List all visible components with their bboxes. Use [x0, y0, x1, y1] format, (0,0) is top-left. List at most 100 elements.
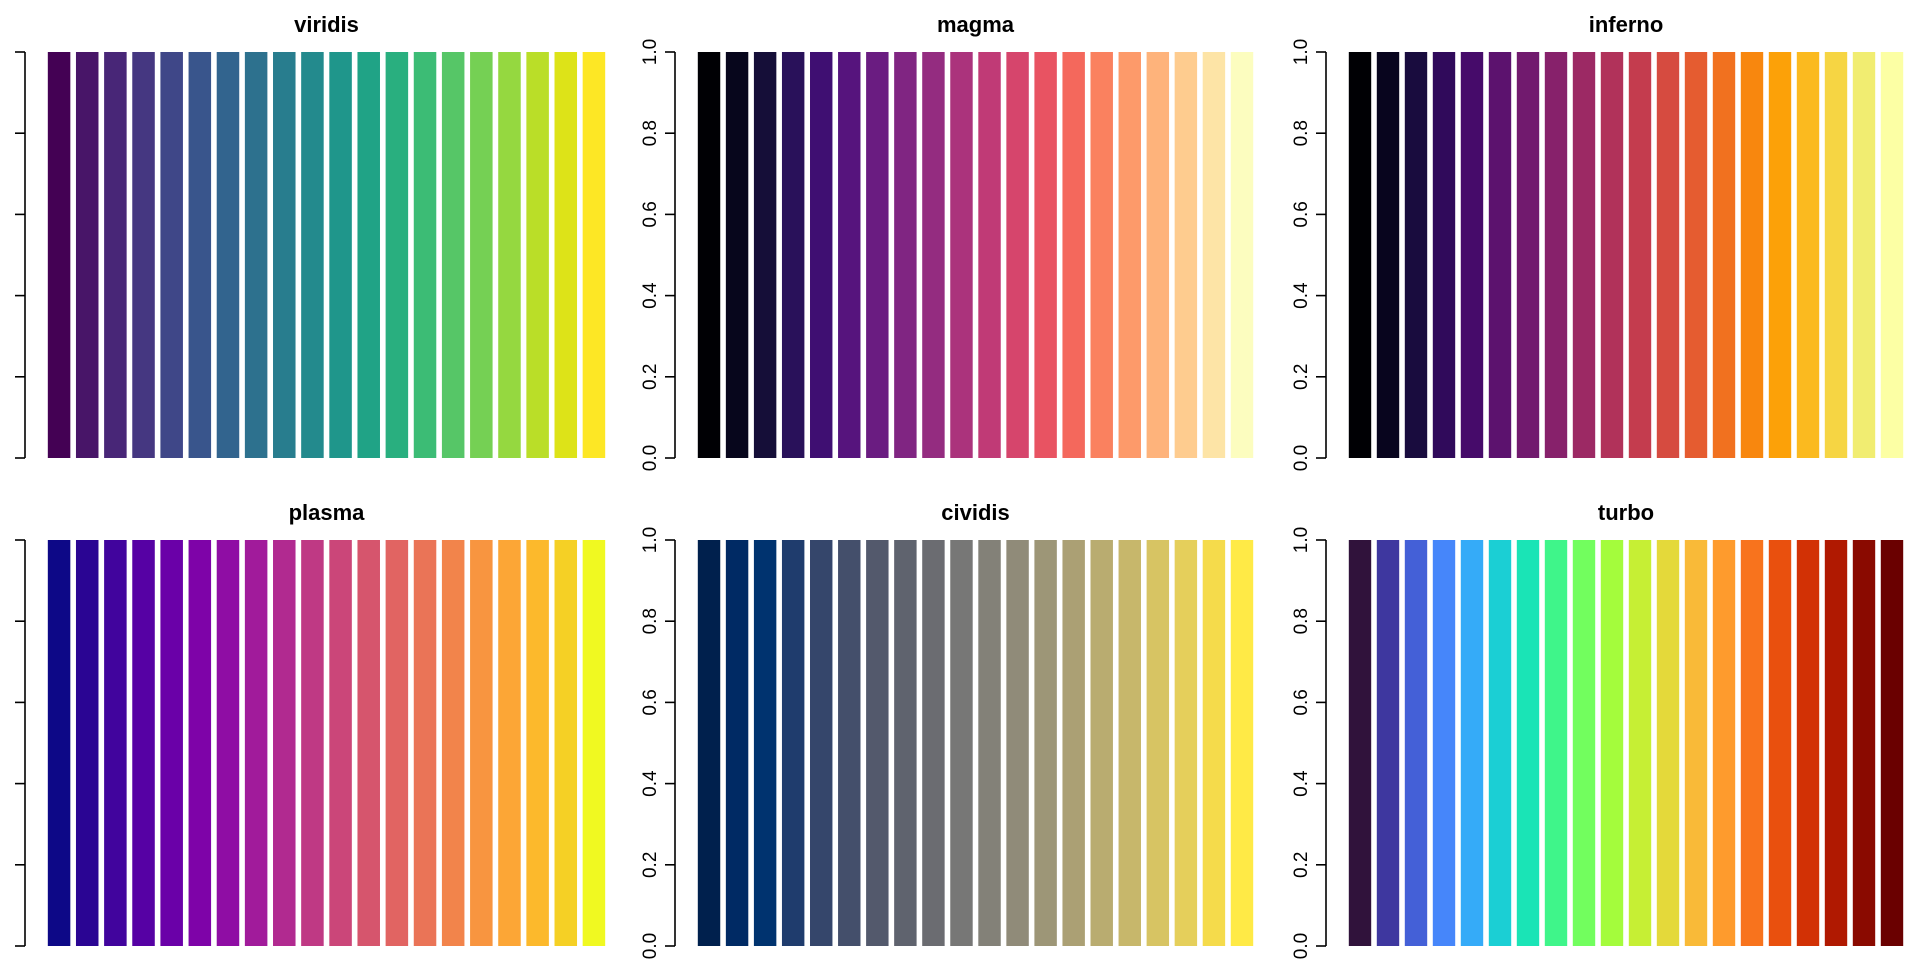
- bar: [1656, 540, 1680, 946]
- chart-title: magma: [937, 12, 1015, 37]
- bar: [1460, 52, 1484, 458]
- bar: [413, 540, 437, 946]
- bar: [301, 52, 324, 458]
- bar: [188, 52, 212, 458]
- bar: [753, 52, 777, 458]
- y-tick-label: 0.8: [640, 608, 661, 634]
- bar: [950, 52, 973, 458]
- bar: [1034, 540, 1057, 946]
- bar: [1712, 52, 1736, 458]
- bar: [47, 52, 71, 458]
- panel: inferno 0.0 0.2 0.4 0.6 0.8 1.0: [1291, 12, 1904, 471]
- bar: [1684, 52, 1708, 458]
- bar: [838, 540, 861, 946]
- bar: [725, 52, 749, 458]
- y-tick-label: 0.6: [1291, 201, 1312, 227]
- y-tick-label: 0.8: [1291, 120, 1312, 146]
- bar: [1062, 52, 1085, 458]
- bar: [1572, 540, 1596, 946]
- bar: [1348, 52, 1372, 458]
- bar: [1824, 540, 1848, 946]
- bar: [357, 52, 380, 458]
- panel: magma 0.0 0.2 0.4 0.6 0.8 1.0: [640, 12, 1254, 471]
- chart-title: turbo: [1598, 500, 1654, 525]
- y-tick-label: 0.0: [1291, 445, 1312, 471]
- bar: [1600, 540, 1624, 946]
- bar: [526, 52, 549, 458]
- bar: [1146, 540, 1170, 946]
- panel: viridis: [15, 12, 606, 459]
- bar: [1684, 540, 1708, 946]
- bar: [75, 52, 99, 458]
- bar: [554, 52, 578, 458]
- bar: [1174, 540, 1198, 946]
- bar: [1852, 52, 1876, 458]
- bar: [1488, 52, 1512, 458]
- bar: [1118, 52, 1141, 458]
- bar: [244, 540, 268, 946]
- bar: [526, 540, 549, 946]
- y-tick-label: 0.6: [640, 201, 661, 227]
- chart-title: viridis: [294, 12, 359, 37]
- bar: [1852, 540, 1876, 946]
- bar: [301, 540, 324, 946]
- bar: [104, 540, 127, 946]
- y-tick-label: 0.2: [640, 852, 661, 878]
- bar: [385, 52, 409, 458]
- bar: [329, 52, 352, 458]
- bar: [273, 52, 296, 458]
- bar: [1712, 540, 1736, 946]
- bar: [1230, 52, 1254, 458]
- bar: [1230, 540, 1254, 946]
- y-tick-label: 0.4: [1291, 282, 1312, 309]
- bar: [1006, 52, 1029, 458]
- bar: [810, 540, 833, 946]
- y-tick-label: 0.0: [1291, 933, 1312, 959]
- bar: [1090, 540, 1113, 946]
- bar: [1118, 540, 1141, 946]
- y-tick-label: 0.0: [640, 445, 661, 471]
- bar: [1824, 52, 1848, 458]
- bar: [160, 52, 183, 458]
- bar: [1348, 540, 1372, 946]
- y-tick-label: 0.4: [640, 770, 661, 797]
- bar: [413, 52, 437, 458]
- bar: [866, 540, 889, 946]
- bar: [104, 52, 127, 458]
- bar: [838, 52, 861, 458]
- bar: [329, 540, 352, 946]
- bar: [1516, 52, 1540, 458]
- bar: [781, 540, 805, 946]
- chart-title: inferno: [1589, 12, 1664, 37]
- bar: [498, 52, 521, 458]
- bar: [697, 52, 721, 458]
- bar: [582, 540, 606, 946]
- y-tick-label: 0.8: [1291, 608, 1312, 634]
- y-tick-label: 0.2: [1291, 852, 1312, 878]
- bar: [1600, 52, 1624, 458]
- y-tick-label: 0.6: [640, 689, 661, 715]
- bar: [1404, 540, 1428, 946]
- bar: [216, 540, 240, 946]
- bar: [1146, 52, 1170, 458]
- y-tick-label: 0.0: [640, 933, 661, 959]
- bar: [1034, 52, 1057, 458]
- bar: [1006, 540, 1029, 946]
- bar: [978, 540, 1001, 946]
- bar: [75, 540, 99, 946]
- bar: [582, 52, 606, 458]
- bar: [1090, 52, 1113, 458]
- bar: [753, 540, 777, 946]
- bar: [950, 540, 973, 946]
- y-tick-label: 0.8: [640, 120, 661, 146]
- bar: [498, 540, 521, 946]
- chart-title: plasma: [289, 500, 366, 525]
- y-tick-label: 0.6: [1291, 689, 1312, 715]
- bar: [244, 52, 268, 458]
- bar: [1628, 540, 1652, 946]
- bar: [1572, 52, 1596, 458]
- bar: [1432, 540, 1456, 946]
- bar: [1062, 540, 1085, 946]
- bar: [441, 540, 465, 946]
